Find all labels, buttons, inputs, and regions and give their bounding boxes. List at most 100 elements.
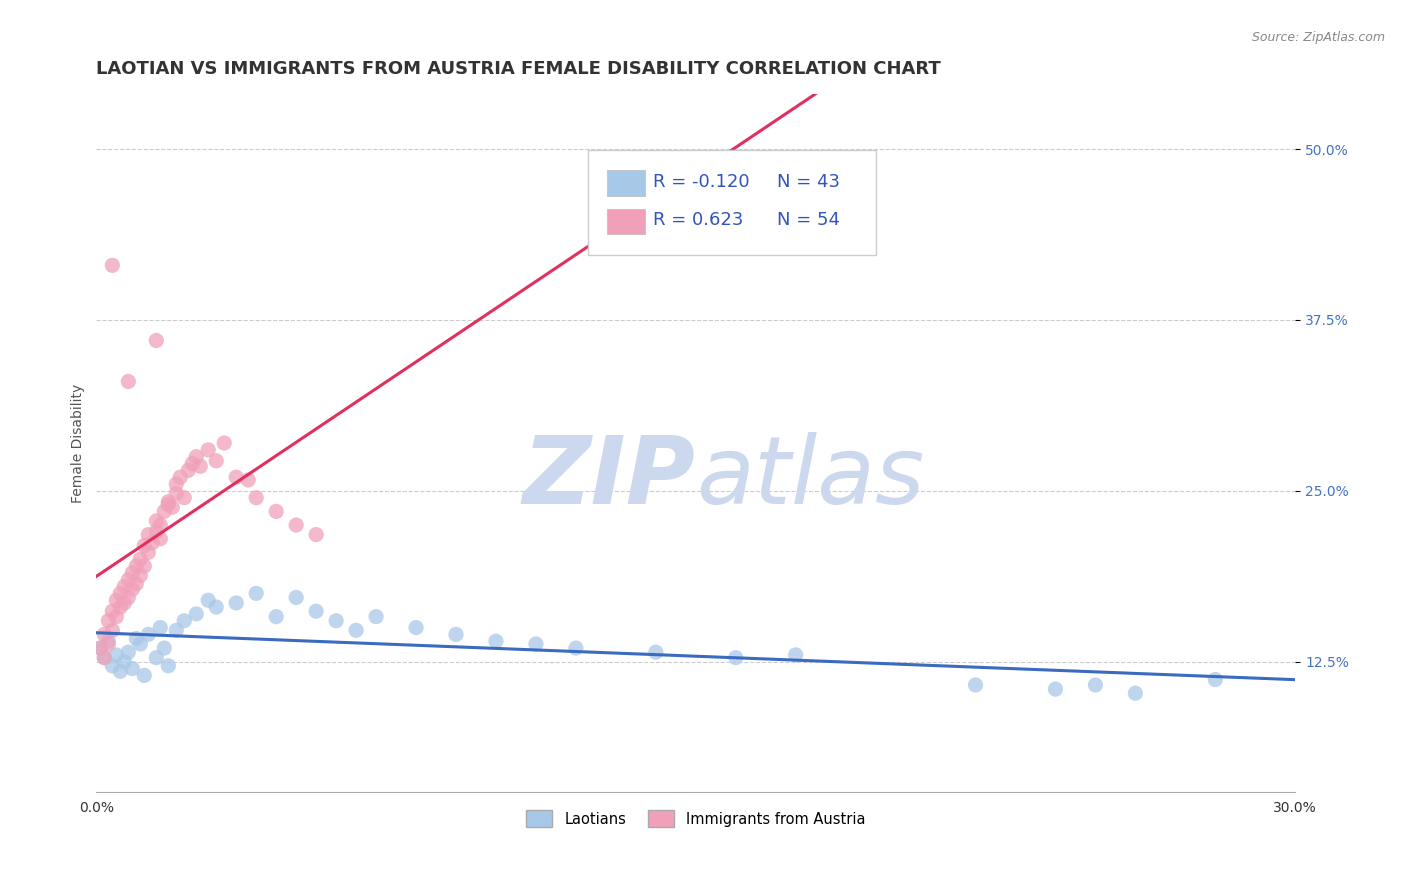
- Point: [105, 609, 128, 624]
- Text: N = 54: N = 54: [778, 211, 841, 229]
- Text: N = 43: N = 43: [778, 172, 841, 191]
- Point: [141, 536, 163, 550]
- Point: [145, 334, 167, 348]
- Point: [121, 566, 143, 580]
- Point: [134, 539, 156, 553]
- Point: [110, 586, 132, 600]
- Point: [105, 648, 128, 662]
- FancyBboxPatch shape: [607, 170, 645, 195]
- Point: [965, 678, 987, 692]
- Point: [134, 668, 156, 682]
- Point: [129, 552, 152, 566]
- Point: [117, 573, 139, 587]
- Point: [173, 491, 195, 505]
- Point: [565, 641, 588, 656]
- Y-axis label: Female Disability: Female Disability: [72, 384, 86, 503]
- Point: [110, 665, 132, 679]
- Point: [264, 609, 287, 624]
- Point: [245, 491, 267, 505]
- Point: [264, 504, 287, 518]
- Point: [110, 600, 132, 615]
- Point: [117, 591, 139, 605]
- Legend: Laotians, Immigrants from Austria: Laotians, Immigrants from Austria: [520, 805, 872, 833]
- Point: [644, 645, 666, 659]
- Point: [121, 582, 143, 597]
- Point: [405, 621, 427, 635]
- Point: [169, 470, 191, 484]
- Point: [153, 641, 176, 656]
- Point: [89, 641, 111, 656]
- Point: [197, 593, 219, 607]
- Point: [145, 524, 167, 539]
- Point: [325, 614, 347, 628]
- Point: [153, 504, 176, 518]
- Point: [444, 627, 467, 641]
- Text: R = 0.623: R = 0.623: [652, 211, 742, 229]
- Point: [112, 655, 135, 669]
- Point: [1084, 678, 1107, 692]
- Point: [157, 498, 180, 512]
- Point: [157, 495, 180, 509]
- Point: [785, 648, 807, 662]
- Point: [305, 527, 328, 541]
- Point: [285, 518, 308, 533]
- Point: [97, 637, 120, 651]
- Point: [125, 577, 148, 591]
- Point: [173, 614, 195, 628]
- Point: [149, 621, 172, 635]
- Point: [225, 596, 247, 610]
- FancyBboxPatch shape: [588, 150, 876, 255]
- Point: [165, 486, 187, 500]
- Point: [305, 604, 328, 618]
- Point: [205, 454, 228, 468]
- Point: [165, 477, 187, 491]
- Point: [125, 632, 148, 646]
- Text: atlas: atlas: [696, 433, 924, 524]
- Point: [186, 607, 208, 621]
- Point: [245, 586, 267, 600]
- Point: [285, 591, 308, 605]
- Point: [101, 624, 124, 638]
- Point: [125, 559, 148, 574]
- Point: [724, 650, 747, 665]
- Point: [149, 518, 172, 533]
- Point: [112, 596, 135, 610]
- Point: [101, 258, 124, 272]
- Point: [186, 450, 208, 464]
- Point: [97, 614, 120, 628]
- Point: [105, 593, 128, 607]
- Point: [97, 634, 120, 648]
- Point: [136, 627, 159, 641]
- Point: [101, 604, 124, 618]
- Text: ZIP: ZIP: [523, 432, 696, 524]
- Point: [112, 580, 135, 594]
- Point: [225, 470, 247, 484]
- Point: [129, 637, 152, 651]
- Text: R = -0.120: R = -0.120: [652, 172, 749, 191]
- Point: [145, 650, 167, 665]
- Point: [121, 662, 143, 676]
- Point: [1045, 682, 1067, 697]
- Point: [93, 650, 115, 665]
- Point: [89, 641, 111, 656]
- Point: [205, 600, 228, 615]
- Text: Source: ZipAtlas.com: Source: ZipAtlas.com: [1251, 31, 1385, 45]
- Point: [364, 609, 387, 624]
- Point: [134, 559, 156, 574]
- Point: [1204, 673, 1226, 687]
- Point: [197, 442, 219, 457]
- Point: [149, 532, 172, 546]
- Point: [145, 514, 167, 528]
- Point: [101, 658, 124, 673]
- Point: [93, 627, 115, 641]
- Point: [524, 637, 547, 651]
- Text: LAOTIAN VS IMMIGRANTS FROM AUSTRIA FEMALE DISABILITY CORRELATION CHART: LAOTIAN VS IMMIGRANTS FROM AUSTRIA FEMAL…: [97, 60, 941, 78]
- Point: [117, 375, 139, 389]
- Point: [157, 658, 180, 673]
- Point: [238, 473, 260, 487]
- Point: [485, 634, 508, 648]
- Point: [177, 463, 200, 477]
- Point: [162, 500, 184, 515]
- Point: [165, 624, 187, 638]
- Point: [136, 545, 159, 559]
